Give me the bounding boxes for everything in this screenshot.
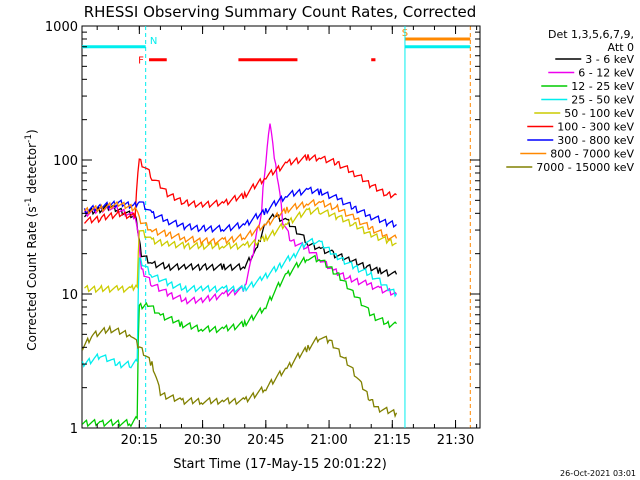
- legend-entry-8: 7000 - 15000 keV: [536, 161, 634, 174]
- series-line-0: [83, 203, 398, 278]
- y-axis-label-sup1: -1: [24, 197, 34, 206]
- x-tick-label-0: 20:15: [121, 433, 158, 448]
- legend-header-2: Att 0: [608, 41, 634, 54]
- series-line-5: [84, 153, 397, 225]
- axis-ticks: 20:15 20:30 20:45 21:00 21:15 21:30 1 10 100 1000: [45, 20, 480, 448]
- flag-label-n: N: [150, 36, 157, 47]
- chart-title: RHESSI Observing Summary Count Rates, Co…: [84, 3, 477, 21]
- render-timestamp: 26-Oct-2021 03:01: [560, 469, 636, 478]
- y-axis-label: Corrected Count Rate (s-1 detector-1): [24, 129, 39, 350]
- y-tick-label-0: 1: [70, 422, 78, 437]
- x-tick-label-2: 20:45: [247, 433, 284, 448]
- series-line-4: [84, 206, 397, 294]
- x-axis-label: Start Time (17-May-15 20:01:22): [173, 457, 387, 472]
- plot-area: [81, 25, 481, 429]
- series-line-3: [81, 237, 398, 369]
- y-tick-label-2: 100: [53, 154, 78, 169]
- legend-entry-1: 6 - 12 keV: [578, 67, 634, 80]
- y-axis-label-sup2: -1: [24, 134, 34, 143]
- series-lines: [81, 123, 398, 428]
- legend-header-1: Det 1,3,5,6,7,9,: [548, 28, 634, 41]
- series-line-6: [83, 186, 397, 234]
- x-tick-label-1: 20:30: [184, 433, 221, 448]
- flag-bars: FNS: [82, 26, 471, 428]
- flag-label-f: F: [138, 56, 144, 67]
- legend-entry-5: 100 - 300 keV: [557, 121, 634, 134]
- y-axis-label-main: Corrected Count Rate (s: [25, 206, 39, 350]
- y-axis-label-end: ): [25, 129, 39, 134]
- x-tick-label-3: 21:00: [310, 433, 347, 448]
- y-tick-label-3: 1000: [45, 20, 78, 35]
- y-axis-label-mid: detector: [25, 143, 39, 198]
- legend-entry-3: 25 - 50 keV: [571, 94, 634, 107]
- legend-entry-0: 3 - 6 keV: [585, 53, 634, 66]
- series-line-7: [84, 198, 398, 246]
- plot-border: [81, 25, 481, 429]
- x-tick-label-5: 21:30: [437, 433, 474, 448]
- series-line-8: [81, 324, 398, 419]
- series-line-1: [83, 123, 397, 305]
- legend-entry-6: 300 - 800 keV: [557, 134, 634, 147]
- legend-entry-7: 800 - 7000 keV: [550, 148, 634, 161]
- x-tick-label-4: 21:15: [374, 433, 411, 448]
- y-tick-label-1: 10: [61, 288, 78, 303]
- legend-entry-2: 12 - 25 keV: [571, 80, 634, 93]
- legend-entry-4: 50 - 100 keV: [564, 107, 634, 120]
- series-line-2: [81, 254, 397, 428]
